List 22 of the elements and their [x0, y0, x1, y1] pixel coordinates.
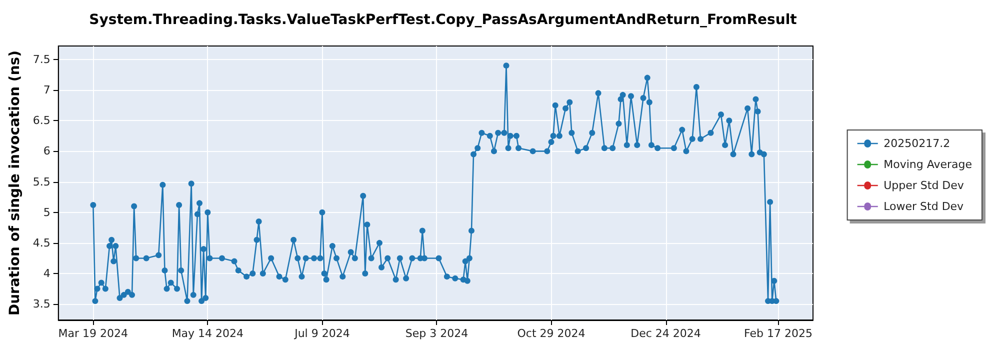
- legend-label: Upper Std Dev: [884, 179, 964, 192]
- y-tick-label: 6: [43, 144, 50, 158]
- x-tick-label: Mar 19 2024: [58, 327, 128, 340]
- x-tick-label: Sep 3 2024: [405, 327, 468, 340]
- y-tick-label: 6.5: [32, 114, 50, 128]
- y-tick-label: 4: [43, 267, 50, 280]
- y-tick-label: 7: [43, 84, 50, 97]
- y-axis-title: Duration of single invocation (ns): [7, 50, 23, 316]
- x-tick-label: Feb 17 2025: [744, 327, 812, 340]
- legend-label: Moving Average: [884, 158, 972, 171]
- x-tick-label: Oct 29 2024: [517, 327, 586, 340]
- y-tick-label: 7.5: [32, 52, 50, 66]
- y-tick-label: 5.5: [32, 175, 50, 188]
- x-tick-label: May 14 2024: [172, 327, 244, 340]
- y-tick-label: 3.5: [32, 298, 50, 311]
- y-tick-label: 4.5: [32, 236, 50, 250]
- x-tick-label: Dec 24 2024: [630, 327, 701, 340]
- chart-title: System.Threading.Tasks.ValueTaskPerfTest.Copy_PassAsArgumentAndReturn_FromResult: [89, 12, 798, 28]
- x-tick-label: Jul 9 2024: [294, 327, 350, 340]
- legend-label: Lower Std Dev: [884, 200, 964, 213]
- y-tick-label: 5: [43, 206, 50, 219]
- legend-label: 20250217.2: [884, 137, 950, 150]
